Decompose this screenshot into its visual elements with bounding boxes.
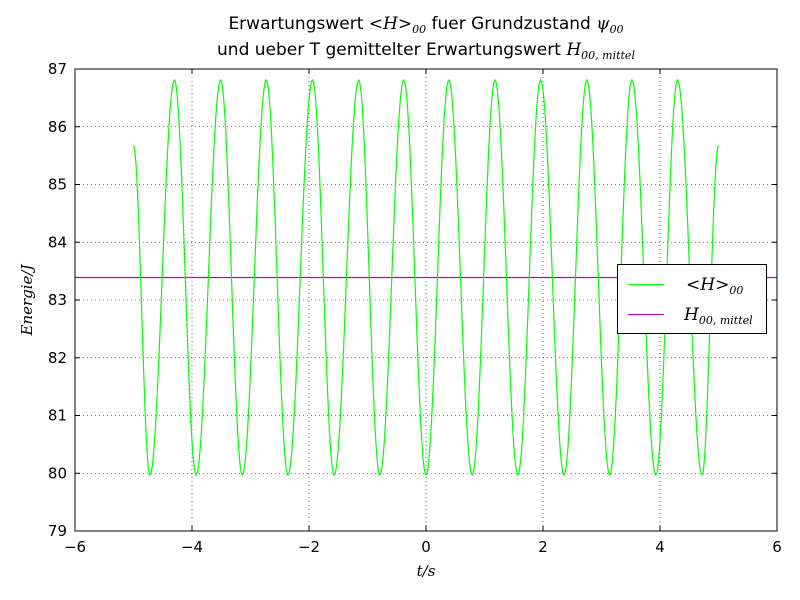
y-tick-label: 87 <box>48 60 67 78</box>
y-tick-label: 83 <box>48 291 67 309</box>
y-tick-label: 82 <box>48 349 67 367</box>
y-tick-label: 84 <box>48 233 67 251</box>
chart-title-line-2: und ueber T gemittelter Erwartungswert H… <box>75 40 777 62</box>
grid-lines <box>75 69 777 531</box>
chart-title-line-1: Erwartungswert <H>00 fuer Grundzustand ψ… <box>75 14 777 36</box>
x-tick-label: 4 <box>655 538 665 556</box>
legend-label-expectation-sub: 00 <box>729 284 744 297</box>
title-1-middle: fuer Grundzustand <box>426 14 597 34</box>
x-tick-label: −2 <box>298 538 320 556</box>
legend-label-mean-sub: 00, mittel <box>698 314 753 327</box>
y-tick-label: 80 <box>48 464 67 482</box>
legend: <H>00 H00, mittel <box>617 264 767 334</box>
y-axis-label: Energie/J <box>18 264 36 337</box>
legend-label-mean: H <box>684 305 699 325</box>
title-1-psi: ψ <box>596 14 610 34</box>
y-tick-label: 81 <box>48 407 67 425</box>
y-tick-label: 86 <box>48 118 67 136</box>
x-tick-label: 6 <box>772 538 782 556</box>
x-axis-label: t/s <box>417 562 436 580</box>
series-line-expectation <box>132 78 720 477</box>
legend-entry-mean: H00, mittel <box>618 303 768 327</box>
title-1-math-sub: 00 <box>412 23 427 36</box>
legend-label-expectation: <H> <box>686 275 730 295</box>
y-tick-label: 85 <box>48 176 67 194</box>
x-tick-label: 2 <box>538 538 548 556</box>
legend-entry-expectation: <H>00 <box>618 273 768 297</box>
title-2-prefix: und ueber T gemittelter Erwartungswert <box>217 40 567 60</box>
legend-swatch-expectation <box>628 284 664 285</box>
x-tick-label: 0 <box>421 538 431 556</box>
axis-ticks: −6 −4 −2 0 2 4 6 79 80 81 82 83 84 85 86 87 <box>48 60 782 556</box>
title-2-math: H <box>566 40 582 60</box>
x-tick-label: −6 <box>64 538 86 556</box>
x-tick-label: −4 <box>181 538 203 556</box>
title-1-math: <H> <box>368 14 413 34</box>
title-2-math-sub: 00, mittel <box>581 49 635 62</box>
y-tick-label: 79 <box>48 522 67 540</box>
title-1-psi-sub: 00 <box>609 23 624 36</box>
legend-swatch-mean <box>628 314 664 315</box>
title-1-prefix: Erwartungswert <box>228 14 369 34</box>
